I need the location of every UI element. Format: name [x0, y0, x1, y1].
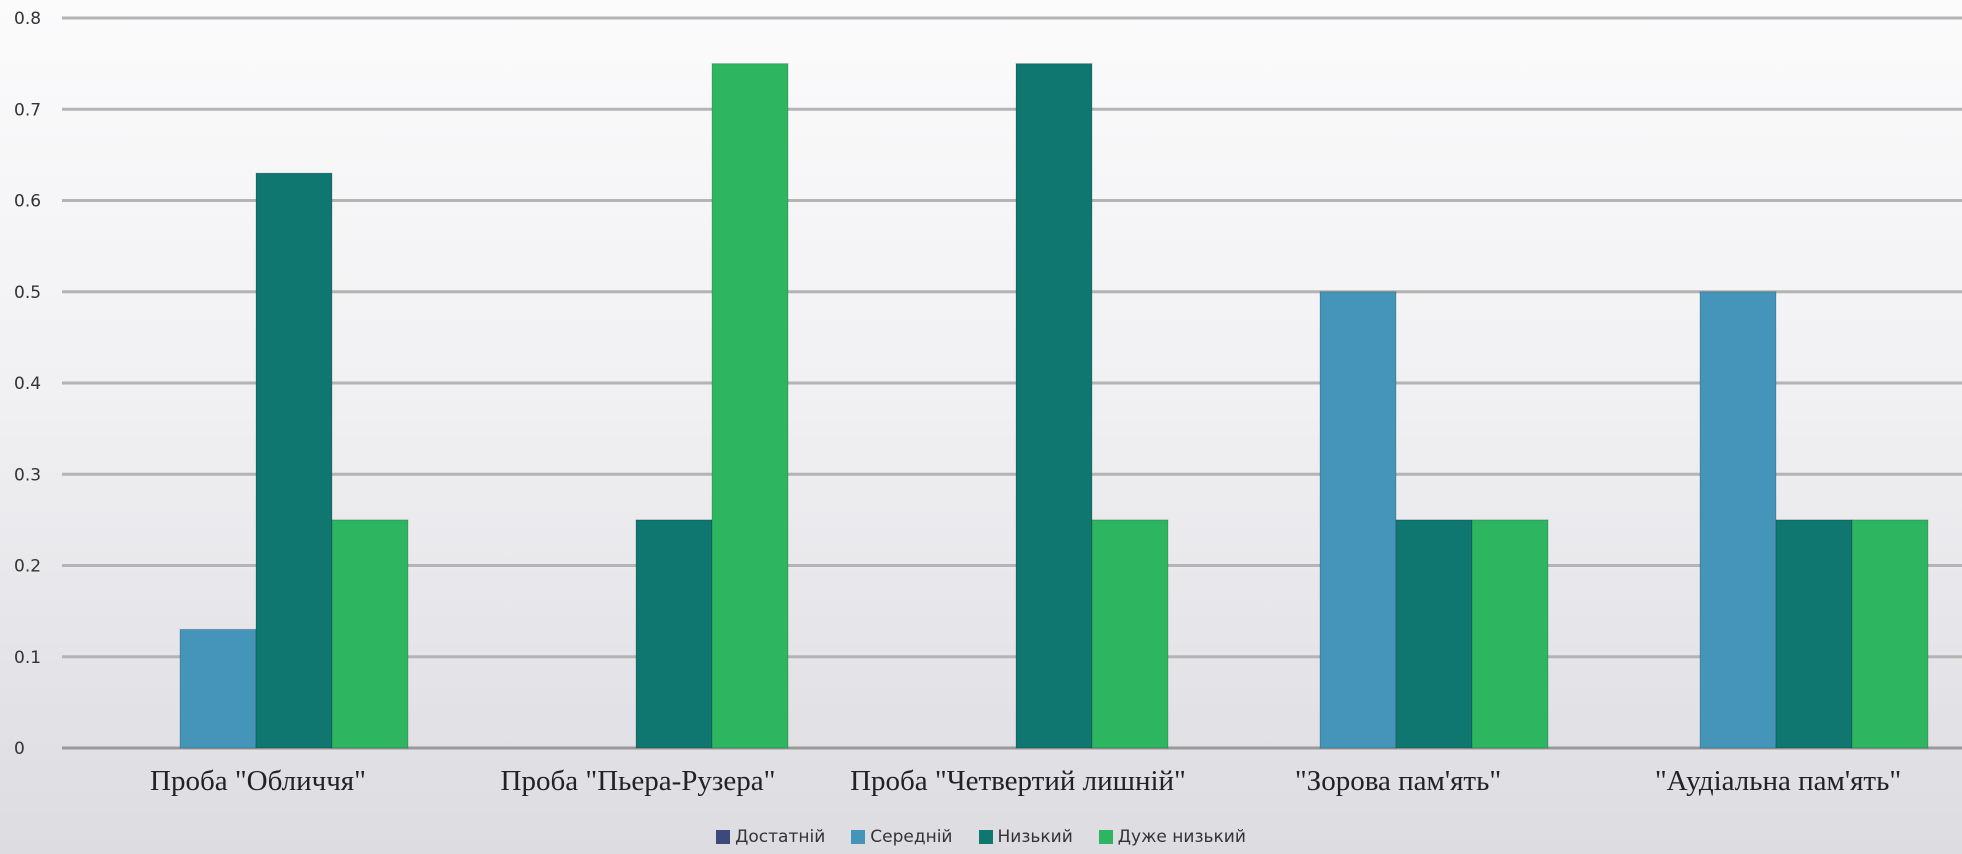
legend-label: Середній — [870, 827, 953, 847]
bar — [635, 519, 713, 749]
bar — [711, 63, 789, 749]
x-tick-label: Проба "Четвертий лишній" — [850, 765, 1186, 797]
legend-item: Дуже низький — [1098, 827, 1246, 847]
y-tick-label: 0.1 — [14, 648, 41, 668]
y-tick-label: 0.4 — [14, 374, 41, 394]
y-tick-label: 0.5 — [14, 283, 41, 303]
bar — [1775, 519, 1853, 749]
y-tick-label: 0.2 — [14, 557, 41, 577]
bar — [1471, 519, 1549, 749]
y-tick-label: 0.6 — [14, 192, 41, 212]
legend-label: Низький — [997, 827, 1073, 847]
bar — [1699, 291, 1777, 749]
x-tick-label: Проба "Обличчя" — [150, 765, 366, 797]
x-tick-label: Проба "Пьера-Рузера" — [501, 765, 776, 797]
y-tick-label: 0 — [14, 739, 25, 759]
bar — [1851, 519, 1929, 749]
legend-item: Достатній — [716, 827, 825, 847]
legend-label: Достатній — [735, 827, 826, 847]
bars — [179, 63, 1929, 749]
legend-item: Низький — [978, 827, 1073, 847]
x-axis-ticks: Проба "Обличчя" Проба "Пьера-Рузера" Проба… — [150, 765, 1901, 797]
legend-swatch — [716, 830, 731, 844]
y-tick-label: 0.8 — [14, 9, 41, 29]
legend: Достатній Середній Низький Дуже низький — [0, 827, 1962, 847]
legend-swatch — [1098, 830, 1113, 844]
x-tick-label: "Зорова пам'ять" — [1295, 765, 1501, 797]
legend-item: Середній — [851, 827, 953, 847]
y-tick-label: 0.3 — [14, 465, 41, 485]
legend-swatch — [851, 830, 866, 844]
legend-swatch — [978, 830, 993, 844]
bar — [1395, 519, 1473, 749]
bar — [179, 628, 257, 749]
y-axis-ticks: 0 0.1 0.2 0.3 0.4 0.5 0.6 0.7 0.8 — [14, 9, 41, 759]
y-tick-label: 0.7 — [14, 100, 41, 120]
bar — [331, 519, 409, 749]
bar — [1015, 63, 1093, 749]
x-tick-label: "Аудіальна пам'ять" — [1655, 765, 1901, 797]
bar — [1091, 519, 1169, 749]
legend-label: Дуже низький — [1117, 827, 1246, 847]
bar — [1319, 291, 1397, 749]
bar — [255, 172, 333, 749]
